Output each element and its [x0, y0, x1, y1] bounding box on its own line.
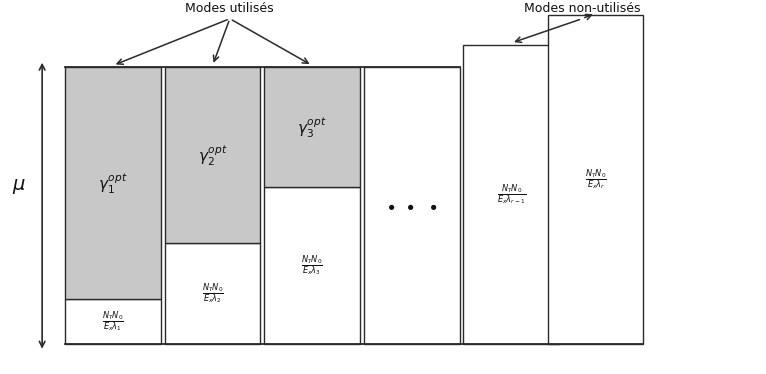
Bar	[264, 187, 360, 344]
Bar	[264, 67, 360, 187]
Text: $\frac{N_T N_0}{E_x \lambda_{r-1}}$: $\frac{N_T N_0}{E_x \lambda_{r-1}}$	[497, 182, 525, 207]
Bar	[165, 67, 260, 243]
Text: $\frac{N_T N_0}{E_x \lambda_1}$: $\frac{N_T N_0}{E_x \lambda_1}$	[102, 309, 124, 334]
Bar	[364, 67, 460, 344]
Text: $\frac{N_T N_0}{E_x \lambda_3}$: $\frac{N_T N_0}{E_x \lambda_3}$	[301, 253, 323, 278]
Text: $\gamma_1^{opt}$: $\gamma_1^{opt}$	[98, 171, 128, 196]
Text: $\gamma_2^{opt}$: $\gamma_2^{opt}$	[198, 143, 228, 168]
Text: $\bullet\;\bullet\;\bullet$: $\bullet\;\bullet\;\bullet$	[385, 197, 438, 215]
Bar	[463, 45, 559, 344]
Text: $\frac{N_T N_0}{E_x \lambda_2}$: $\frac{N_T N_0}{E_x \lambda_2}$	[201, 281, 224, 306]
Text: $\mu$: $\mu$	[12, 178, 26, 196]
Text: $\gamma_3^{opt}$: $\gamma_3^{opt}$	[297, 115, 327, 140]
Bar	[165, 243, 260, 344]
Bar	[548, 15, 643, 344]
Bar	[65, 299, 161, 344]
Text: Modes utilisés: Modes utilisés	[185, 2, 274, 15]
Text: $\frac{N_T N_0}{E_x \lambda_r}$: $\frac{N_T N_0}{E_x \lambda_r}$	[584, 167, 607, 192]
Bar	[65, 67, 161, 299]
Text: Modes non-utilisés: Modes non-utilisés	[524, 2, 640, 15]
